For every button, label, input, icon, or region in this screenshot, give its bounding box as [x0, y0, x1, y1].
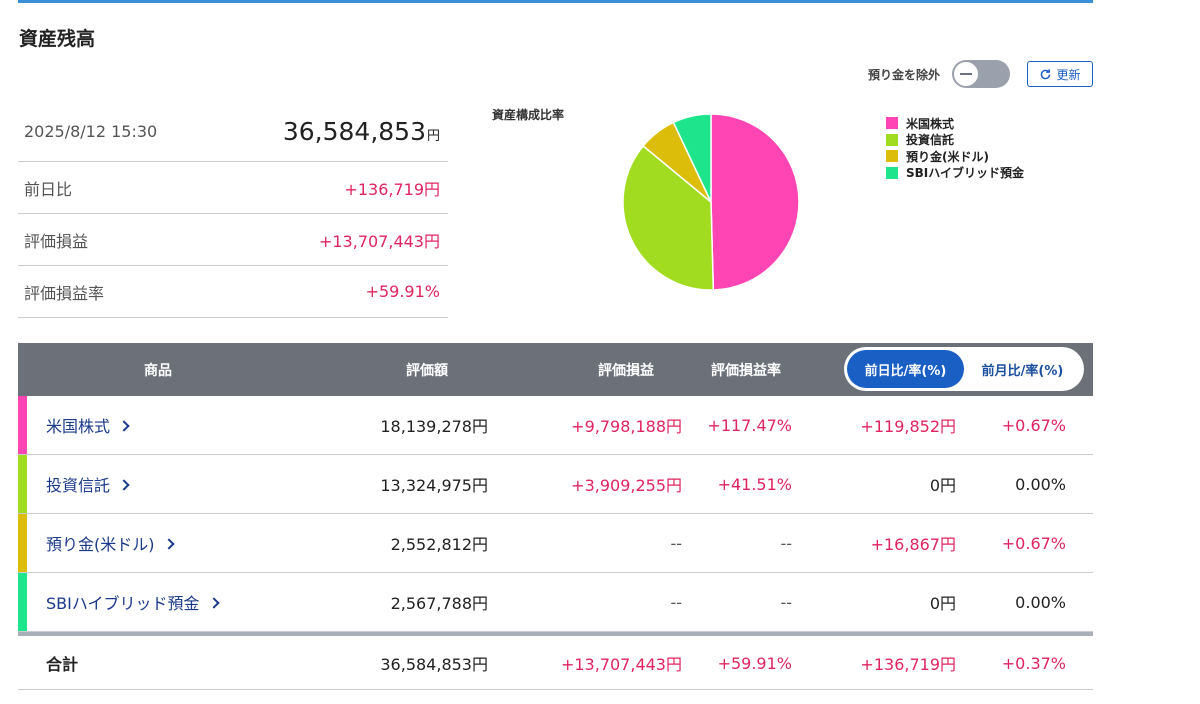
summary-row-day-change: 前日比 +136,719円: [18, 162, 448, 214]
row-link-sbi-hybrid-deposit[interactable]: SBIハイブリッド預金: [46, 573, 220, 631]
row-name: SBIハイブリッド預金: [46, 594, 200, 613]
summary-total-row: 2025/8/12 15:30 36,584,853円: [18, 102, 448, 162]
legend-label: 投資信託: [906, 133, 955, 148]
page-title: 資産残高: [19, 28, 96, 50]
summary-label: 評価損益: [24, 231, 89, 251]
table-header: 商品 評価額 評価損益 評価損益率 前日比/率(%) 前月比/率(%): [18, 343, 1093, 396]
header-pl: 評価損益: [598, 362, 654, 379]
summary-label: 評価損益率: [24, 283, 105, 303]
total-pl-rate: +59.91%: [717, 653, 792, 673]
top-rule: [18, 0, 1093, 3]
cell-pl: --: [670, 592, 682, 612]
row-color-bar: [18, 514, 27, 572]
row-name: 預り金(米ドル): [46, 535, 155, 554]
refresh-button[interactable]: 更新: [1027, 61, 1093, 87]
cell-valuation: 18,139,278円: [380, 417, 488, 436]
pie-svg: [622, 113, 800, 291]
legend-item: 米国株式: [886, 115, 1024, 132]
cell-diff-rate: +0.67%: [1001, 533, 1066, 553]
summary-total: 36,584,853円: [283, 117, 440, 146]
legend-label: 預り金(米ドル): [906, 149, 989, 164]
refresh-icon: [1041, 68, 1051, 79]
chevron-right-icon: [118, 420, 130, 432]
total-pl: +13,707,443円: [560, 655, 682, 674]
chevron-right-icon: [162, 538, 175, 550]
cell-pl: +9,798,188円: [571, 417, 682, 436]
cell-pl-rate: --: [780, 592, 792, 612]
total-label: 合計: [46, 655, 79, 674]
header-product: 商品: [144, 362, 172, 379]
row-color-bar: [18, 396, 27, 454]
exclude-deposit-toggle[interactable]: [952, 60, 1010, 88]
cell-pl: --: [670, 533, 682, 553]
legend-swatch: [886, 133, 898, 146]
table-row: 投資信託 13,324,975円 +3,909,255円 +41.51% 0円 …: [18, 455, 1093, 514]
row-color-bar: [18, 455, 27, 513]
chevron-right-icon: [118, 479, 130, 491]
summary-row-unrealized-pl: 評価損益 +13,707,443円: [18, 214, 448, 266]
summary-datetime: 2025/8/12 15:30: [24, 122, 158, 141]
legend-item: SBIハイブリッド預金: [886, 165, 1024, 182]
exclude-deposit-label: 預り金を除外: [868, 68, 941, 82]
cell-diff: 0円: [929, 594, 956, 613]
row-color-bar: [18, 573, 27, 631]
chart-title: 資産構成比率: [492, 108, 565, 122]
table-row: 米国株式 18,139,278円 +9,798,188円 +117.47% +1…: [18, 396, 1093, 455]
chart-legend: 米国株式 投資信託 預り金(米ドル) SBIハイブリッド預金: [886, 115, 1024, 181]
legend-label: 米国株式: [906, 116, 955, 131]
cell-diff: +119,852円: [860, 417, 956, 436]
cell-diff-rate: 0.00%: [1015, 474, 1066, 494]
cell-valuation: 2,552,812円: [390, 535, 488, 554]
cell-pl-rate: --: [780, 533, 792, 553]
table-row: 預り金(米ドル) 2,552,812円 -- -- +16,867円 +0.67…: [18, 514, 1093, 573]
table-row: SBIハイブリッド預金 2,567,788円 -- -- 0円 0.00%: [18, 573, 1093, 632]
legend-item: 預り金(米ドル): [886, 148, 1024, 165]
legend-swatch: [886, 166, 898, 179]
pie-slice: [622, 144, 715, 291]
period-segmented-control: 前日比/率(%) 前月比/率(%): [844, 347, 1084, 391]
cell-valuation: 13,324,975円: [380, 476, 488, 495]
summary-value: +59.91%: [365, 282, 440, 301]
refresh-label: 更新: [1056, 67, 1081, 82]
header-pl-rate: 評価損益率: [711, 362, 781, 379]
row-link-usd-deposit[interactable]: 預り金(米ドル): [46, 514, 175, 572]
cell-valuation: 2,567,788円: [390, 594, 488, 613]
total-diff-rate: +0.37%: [1001, 653, 1066, 673]
legend-label: SBIハイブリッド預金: [906, 166, 1025, 181]
summary-total-value: 36,584,853: [282, 117, 426, 146]
legend-swatch: [886, 117, 898, 130]
tab-day-change[interactable]: 前日比/率(%): [847, 350, 964, 388]
summary-total-unit: 円: [426, 129, 440, 144]
cell-diff: 0円: [929, 476, 956, 495]
cell-diff: +16,867円: [870, 535, 956, 554]
total-separator: [18, 632, 1093, 636]
cell-pl-rate: +117.47%: [707, 415, 792, 435]
summary-value: +136,719円: [344, 179, 440, 199]
table-total-row: 合計 36,584,853円 +13,707,443円 +59.91% +136…: [18, 636, 1093, 690]
cell-diff-rate: 0.00%: [1015, 592, 1066, 612]
chevron-right-icon: [207, 597, 220, 609]
asset-table: 商品 評価額 評価損益 評価損益率 前日比/率(%) 前月比/率(%) 米国株式…: [18, 343, 1093, 690]
legend-item: 投資信託: [886, 132, 1024, 149]
row-link-us-stocks[interactable]: 米国株式: [46, 396, 130, 454]
legend-swatch: [886, 150, 898, 163]
cell-diff-rate: +0.67%: [1001, 415, 1066, 435]
total-diff: +136,719円: [860, 655, 956, 674]
cell-pl: +3,909,255円: [571, 476, 682, 495]
pie-slice: [710, 113, 800, 291]
row-name: 投資信託: [46, 476, 111, 495]
cell-pl-rate: +41.51%: [717, 474, 792, 494]
toggle-knob-minus-icon: [954, 62, 978, 86]
pie-slice: [672, 113, 712, 203]
total-valuation: 36,584,853円: [380, 655, 488, 674]
balance-summary: 2025/8/12 15:30 36,584,853円 前日比 +136,719…: [18, 102, 448, 318]
asset-pie-chart: [620, 111, 802, 293]
row-link-investment-trusts[interactable]: 投資信託: [46, 455, 130, 513]
row-name: 米国株式: [46, 417, 111, 436]
summary-row-unrealized-pl-rate: 評価損益率 +59.91%: [18, 266, 448, 318]
summary-label: 前日比: [24, 179, 73, 199]
header-valuation: 評価額: [406, 362, 448, 379]
tab-month-change[interactable]: 前月比/率(%): [964, 350, 1081, 388]
summary-value: +13,707,443円: [318, 231, 440, 251]
